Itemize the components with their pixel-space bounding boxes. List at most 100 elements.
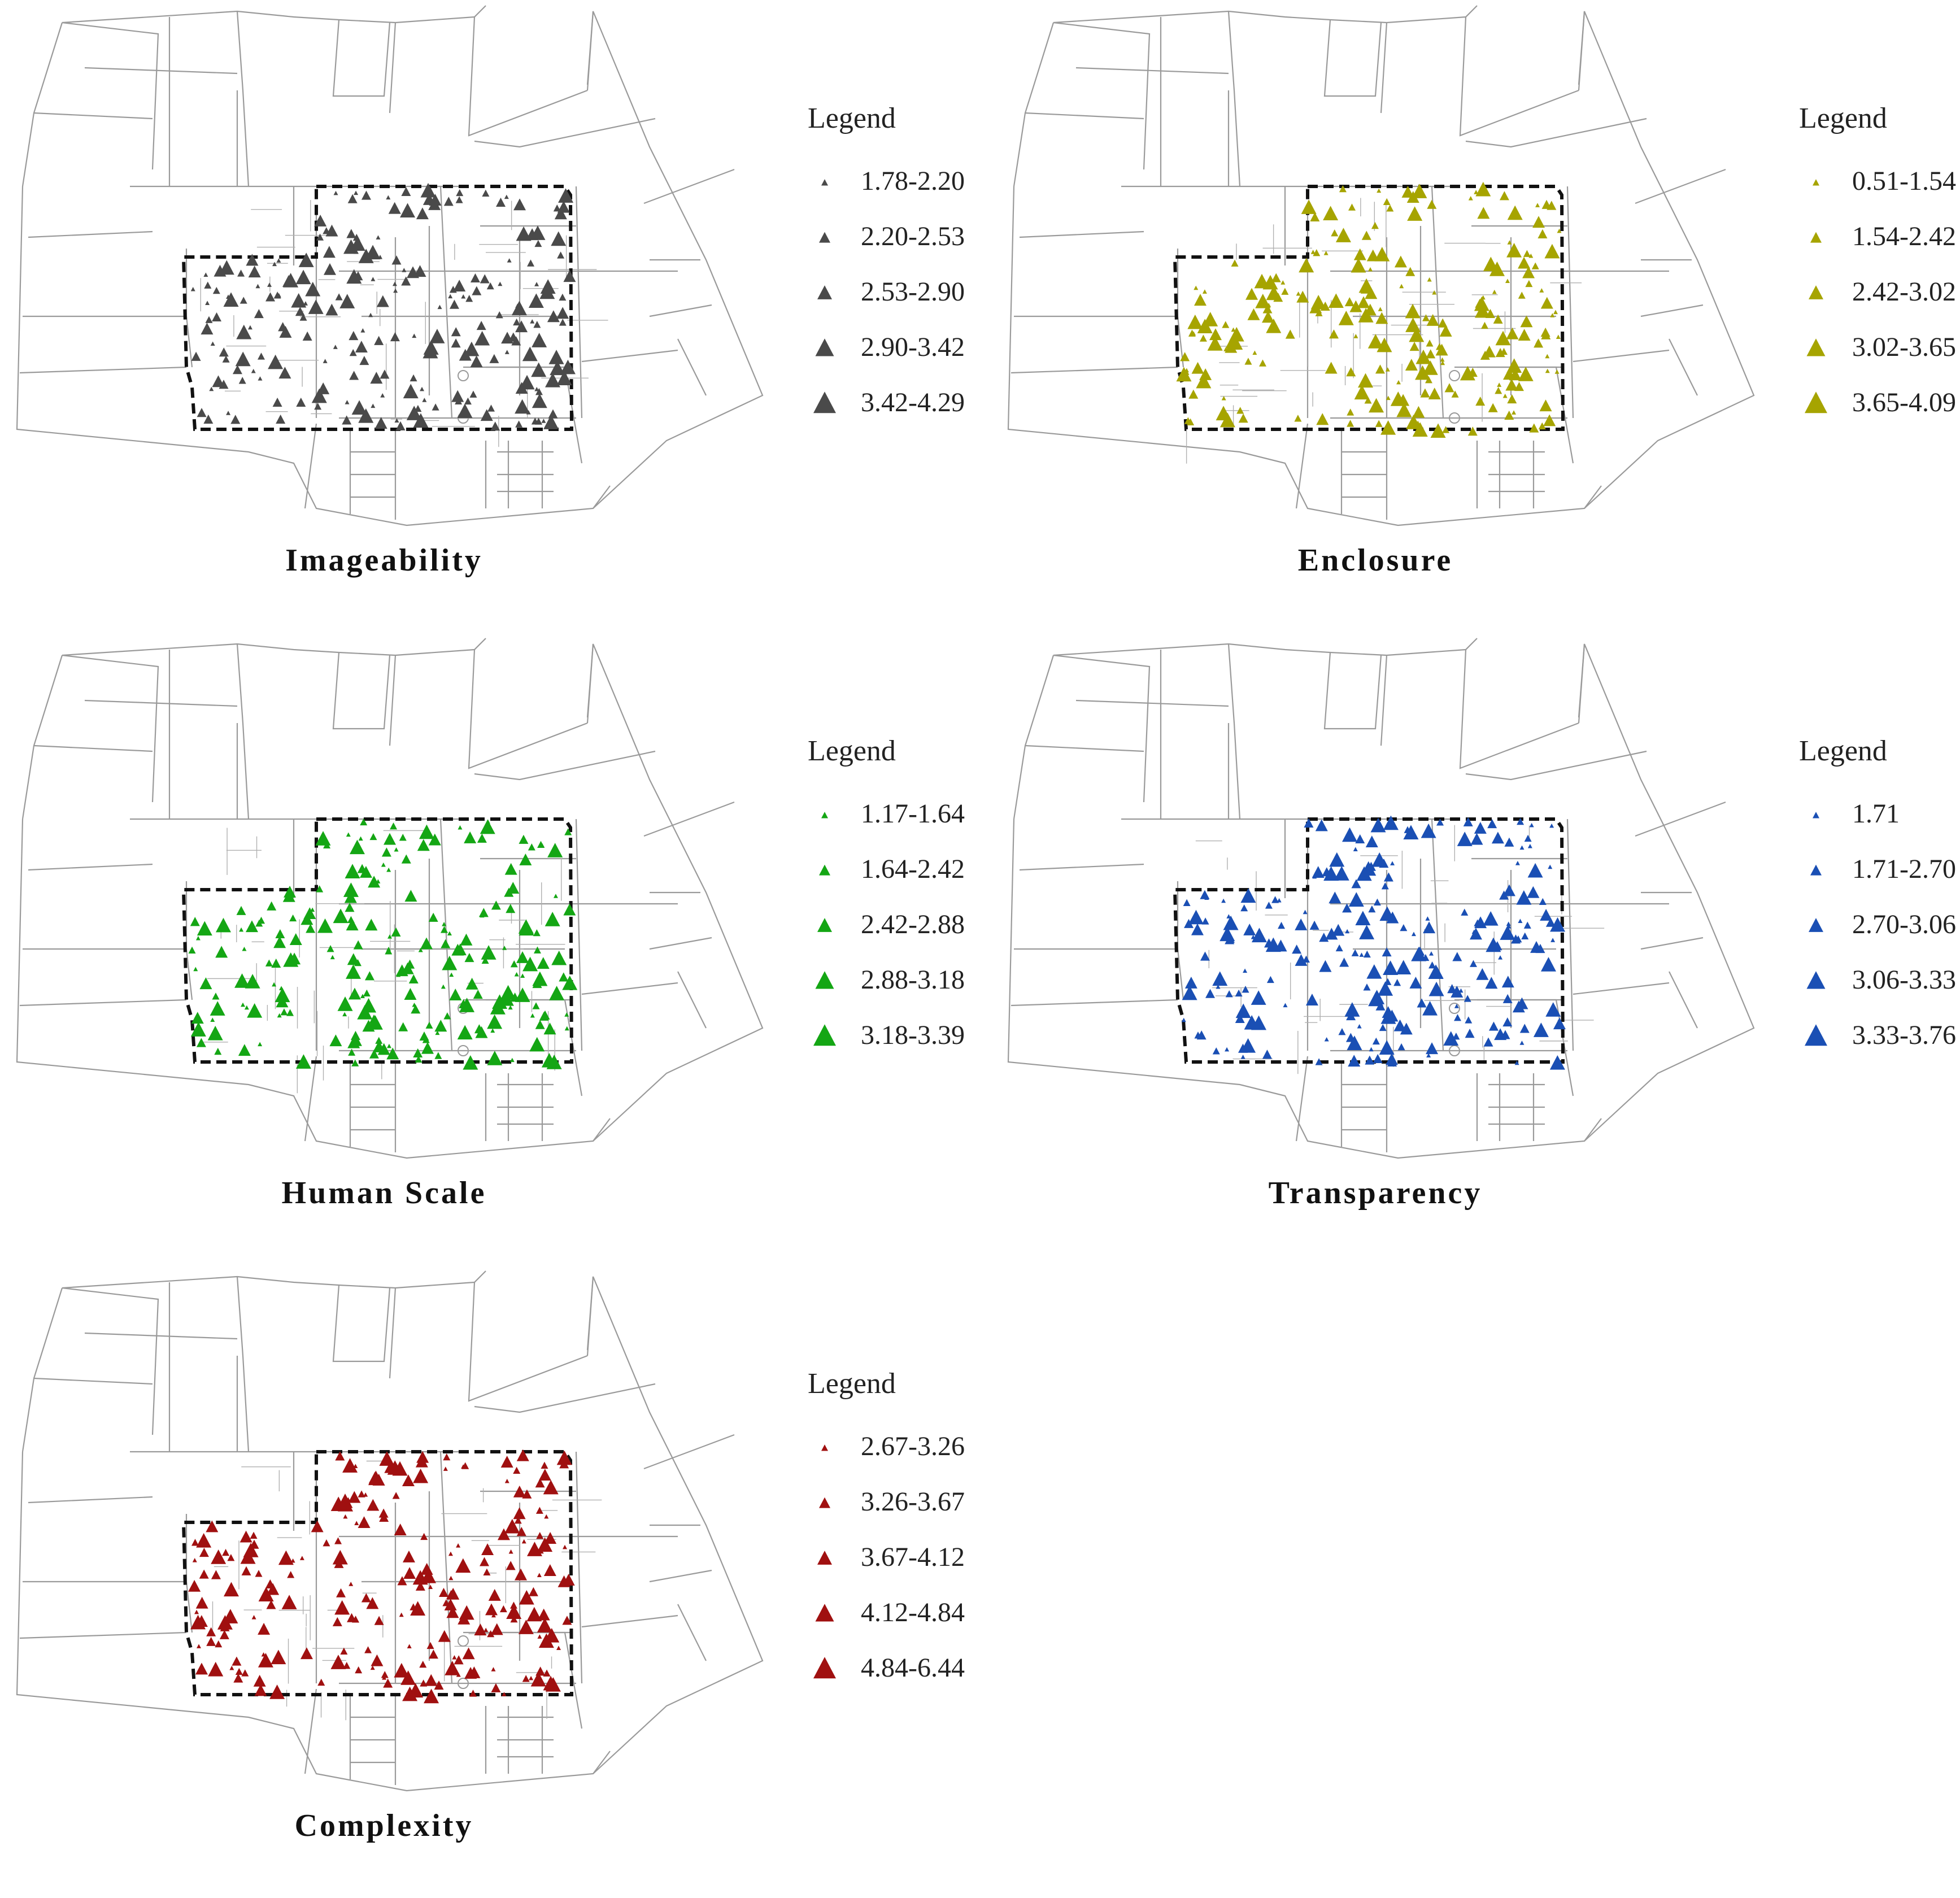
sample-point-marker bbox=[273, 291, 281, 299]
sample-point-marker bbox=[390, 332, 400, 342]
sample-point-marker bbox=[1539, 399, 1552, 412]
sample-point-marker bbox=[330, 1655, 346, 1669]
sample-point-marker bbox=[402, 1550, 415, 1562]
sample-point-marker bbox=[269, 1684, 285, 1699]
sample-point-marker bbox=[219, 380, 229, 389]
sample-point-marker bbox=[515, 320, 528, 333]
sample-point-marker bbox=[267, 1583, 280, 1595]
sample-point-marker bbox=[502, 946, 507, 950]
sample-point-marker bbox=[1325, 362, 1338, 374]
sample-point-marker bbox=[392, 1492, 400, 1499]
sample-point-marker bbox=[219, 1630, 229, 1639]
sample-point-marker bbox=[537, 1618, 552, 1633]
sample-point-marker bbox=[1371, 852, 1387, 867]
street-network-map bbox=[0, 633, 791, 1198]
sample-point-marker bbox=[484, 1627, 489, 1633]
sample-point-marker bbox=[345, 903, 355, 912]
sample-point-marker bbox=[1537, 229, 1548, 238]
sample-point-marker bbox=[1283, 1003, 1288, 1008]
sample-point-marker bbox=[535, 388, 543, 395]
sample-point-marker bbox=[1453, 1014, 1461, 1021]
legend-item: 2.67-3.26 bbox=[808, 1418, 965, 1474]
sample-point-marker bbox=[1483, 345, 1496, 358]
sample-point-marker bbox=[527, 259, 535, 267]
sample-point-marker bbox=[353, 940, 363, 950]
sample-point-marker bbox=[374, 336, 384, 345]
sample-point-marker bbox=[386, 195, 391, 200]
sample-point-marker bbox=[276, 414, 286, 424]
sample-point-marker bbox=[1292, 944, 1302, 954]
sample-point-marker bbox=[326, 944, 334, 952]
sample-point-marker bbox=[1506, 358, 1522, 373]
sample-point-marker bbox=[1312, 874, 1317, 879]
sample-point-marker bbox=[365, 918, 378, 931]
sample-point-marker bbox=[521, 1539, 526, 1544]
sample-point-marker bbox=[1483, 911, 1499, 926]
sample-point-marker bbox=[247, 1003, 263, 1018]
sample-point-marker bbox=[385, 947, 393, 955]
sample-point-marker bbox=[1541, 199, 1552, 209]
sample-point-marker bbox=[1332, 924, 1345, 936]
sample-point-marker bbox=[280, 1008, 288, 1016]
sample-point-marker bbox=[1505, 378, 1518, 391]
sample-point-marker bbox=[335, 1451, 345, 1461]
sample-point-marker bbox=[1236, 407, 1244, 414]
sample-point-marker bbox=[465, 977, 478, 990]
sample-point-marker bbox=[519, 853, 532, 865]
sample-point-marker bbox=[272, 262, 277, 267]
sample-point-marker bbox=[532, 333, 547, 347]
triangle-symbol-icon bbox=[821, 1444, 828, 1451]
sample-point-marker bbox=[205, 316, 213, 323]
sample-point-marker bbox=[342, 415, 352, 425]
sample-point-marker bbox=[519, 1590, 534, 1605]
sample-point-marker bbox=[1369, 398, 1384, 413]
sample-point-marker bbox=[1323, 250, 1329, 255]
sample-point-marker bbox=[1197, 319, 1213, 334]
sample-point-marker bbox=[428, 1649, 438, 1659]
sample-point-marker bbox=[1426, 1053, 1431, 1057]
sample-point-marker bbox=[1397, 1043, 1405, 1051]
sample-point-marker bbox=[1331, 229, 1339, 237]
sample-point-marker bbox=[451, 338, 461, 348]
sample-point-marker bbox=[528, 843, 535, 851]
sample-point-marker bbox=[562, 975, 578, 990]
sample-point-marker bbox=[1316, 413, 1329, 425]
sample-point-marker bbox=[1367, 334, 1383, 349]
triangle-symbol-icon bbox=[819, 864, 830, 876]
sample-point-marker bbox=[1380, 420, 1396, 435]
sample-point-marker bbox=[255, 284, 260, 289]
sample-point-marker bbox=[394, 418, 399, 423]
triangle-symbol-icon bbox=[817, 285, 832, 299]
sample-point-marker bbox=[376, 235, 381, 240]
triangle-symbol-icon bbox=[819, 1497, 830, 1508]
triangle-symbol-icon bbox=[1806, 971, 1826, 989]
sample-point-marker bbox=[530, 1013, 535, 1018]
sample-point-marker bbox=[1353, 847, 1358, 851]
sample-point-marker bbox=[244, 1005, 249, 1010]
sample-point-marker bbox=[1475, 397, 1486, 406]
sample-point-marker bbox=[1439, 324, 1452, 337]
sample-point-marker bbox=[1375, 312, 1388, 324]
sample-point-marker bbox=[190, 917, 200, 926]
sample-point-marker bbox=[1460, 365, 1475, 381]
sample-point-marker bbox=[1187, 418, 1195, 426]
sample-point-marker bbox=[538, 1633, 554, 1648]
sample-point-marker bbox=[1329, 852, 1345, 867]
sample-point-marker bbox=[1535, 340, 1540, 345]
sample-point-marker bbox=[345, 400, 350, 404]
sample-point-marker bbox=[420, 1679, 428, 1687]
legend-item-label: 2.42-3.02 bbox=[1852, 276, 1956, 307]
sample-point-marker bbox=[1435, 343, 1443, 350]
sample-point-marker bbox=[1553, 1017, 1566, 1030]
sample-point-marker bbox=[1531, 262, 1539, 269]
sample-point-marker bbox=[311, 388, 327, 403]
sample-point-marker bbox=[1394, 255, 1407, 268]
sample-point-marker bbox=[1313, 249, 1321, 256]
sample-point-marker bbox=[222, 355, 230, 363]
sample-point-marker bbox=[314, 215, 327, 227]
sample-point-marker bbox=[504, 194, 509, 199]
sample-point-marker bbox=[423, 343, 438, 359]
triangle-symbol-icon bbox=[815, 1604, 834, 1622]
sample-point-marker bbox=[251, 1615, 256, 1620]
sample-point-marker bbox=[1295, 918, 1308, 930]
